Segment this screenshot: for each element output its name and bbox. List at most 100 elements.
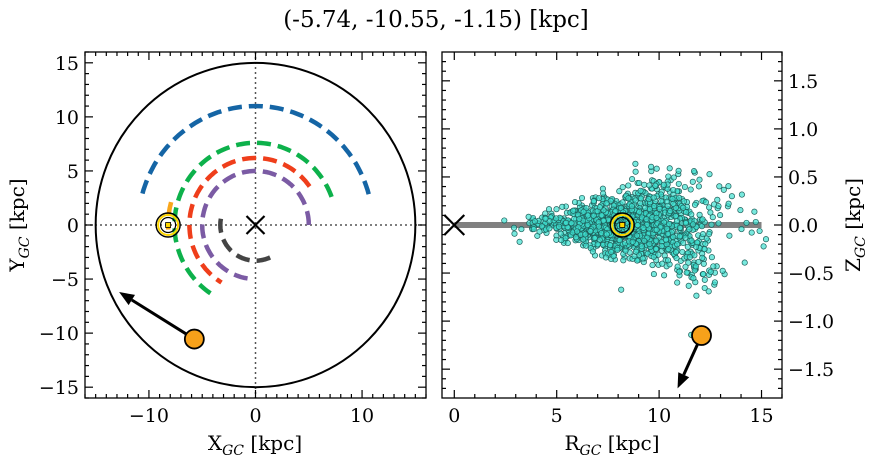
star-point bbox=[638, 195, 645, 202]
star-point bbox=[717, 212, 724, 219]
star-point bbox=[652, 182, 659, 189]
star-point bbox=[660, 181, 667, 188]
star-point bbox=[595, 223, 602, 230]
star-point bbox=[688, 237, 695, 244]
star-point bbox=[614, 246, 621, 253]
star-point bbox=[669, 195, 676, 202]
star-point bbox=[699, 231, 707, 238]
star-point bbox=[700, 271, 707, 278]
left-ylabel: YGC [kpc] bbox=[5, 178, 33, 272]
star-point bbox=[673, 218, 680, 225]
star-point bbox=[616, 237, 623, 244]
star-point bbox=[583, 242, 590, 249]
star-point bbox=[672, 213, 679, 220]
star-point bbox=[662, 236, 669, 243]
star-point bbox=[752, 218, 759, 226]
star-point bbox=[702, 240, 709, 247]
star-point bbox=[675, 180, 682, 187]
star-point bbox=[701, 284, 708, 292]
star-point bbox=[580, 208, 587, 215]
star-point bbox=[748, 229, 755, 236]
star-point bbox=[584, 221, 591, 229]
star-point bbox=[646, 182, 653, 189]
star-point bbox=[531, 218, 538, 225]
star-point bbox=[686, 254, 693, 261]
star-point bbox=[573, 234, 580, 241]
star-point bbox=[672, 249, 680, 256]
star-point bbox=[665, 246, 672, 253]
star-point bbox=[632, 197, 639, 204]
left-ytick-label: −10 bbox=[39, 323, 79, 345]
star-point bbox=[688, 211, 695, 218]
star-point bbox=[699, 254, 706, 261]
star-point bbox=[651, 203, 658, 210]
star-point bbox=[622, 247, 629, 254]
star-point bbox=[665, 173, 672, 180]
right-object-marker bbox=[691, 325, 712, 346]
star-point bbox=[708, 221, 715, 228]
star-point bbox=[675, 167, 682, 174]
star-point bbox=[530, 226, 537, 233]
star-point bbox=[607, 242, 614, 249]
star-point bbox=[620, 257, 627, 264]
star-point bbox=[650, 271, 657, 278]
star-point bbox=[714, 196, 721, 203]
star-point bbox=[674, 279, 681, 286]
star-point bbox=[634, 222, 641, 229]
star-point bbox=[619, 184, 626, 191]
star-point bbox=[628, 203, 635, 210]
star-point bbox=[633, 232, 640, 239]
star-point bbox=[625, 182, 632, 189]
star-point bbox=[511, 230, 518, 237]
star-point bbox=[629, 176, 636, 183]
star-point bbox=[661, 272, 668, 279]
star-point bbox=[705, 288, 712, 295]
star-point bbox=[670, 200, 677, 207]
star-point bbox=[676, 194, 683, 201]
star-point bbox=[682, 234, 689, 241]
star-point bbox=[536, 228, 543, 235]
left-plot-area bbox=[85, 52, 426, 398]
left-xtick-label: 10 bbox=[350, 405, 374, 427]
star-point bbox=[706, 204, 713, 211]
star-point bbox=[603, 231, 610, 238]
star-point bbox=[650, 253, 657, 261]
spiral-arm-6 bbox=[218, 218, 275, 263]
star-point bbox=[728, 193, 735, 200]
star-point bbox=[738, 226, 745, 233]
star-point bbox=[685, 259, 692, 266]
star-point bbox=[559, 203, 566, 210]
star-point bbox=[699, 216, 706, 223]
star-point bbox=[690, 275, 697, 282]
star-point bbox=[674, 263, 681, 270]
star-point bbox=[683, 209, 690, 216]
star-point bbox=[555, 223, 563, 230]
star-point bbox=[676, 268, 683, 275]
star-point bbox=[553, 215, 560, 222]
star-point bbox=[711, 279, 718, 286]
star-point bbox=[653, 214, 660, 221]
star-point bbox=[525, 213, 532, 220]
star-point bbox=[670, 186, 677, 194]
star-point bbox=[582, 231, 589, 238]
left-ticks: −10 0 10 −15 −10 −5 0 5 10 15 bbox=[39, 51, 427, 427]
star-point bbox=[696, 211, 703, 218]
right-sun-marker-inner bbox=[614, 216, 631, 234]
star-point bbox=[642, 204, 649, 211]
right-xtick-label: 0 bbox=[448, 405, 460, 427]
right-panel: 0 5 10 15 −1.5 −1.0 −0.5 0.0 0.5 1.0 1.5 RGC [kpc]… bbox=[441, 51, 869, 459]
left-ytick-label: 15 bbox=[55, 53, 79, 75]
star-point bbox=[743, 219, 750, 226]
star-point bbox=[646, 240, 653, 248]
star-point bbox=[708, 254, 715, 261]
spiral-arm-4 bbox=[187, 155, 312, 285]
right-ytick-label: −0.5 bbox=[788, 263, 834, 285]
right-ytick-label: −1.5 bbox=[788, 359, 834, 381]
star-point bbox=[570, 207, 577, 214]
left-ytick-label: 5 bbox=[67, 161, 79, 183]
star-point bbox=[709, 214, 716, 221]
star-point bbox=[603, 200, 610, 207]
star-point bbox=[710, 263, 717, 270]
star-point bbox=[645, 196, 652, 203]
star-point bbox=[553, 206, 560, 213]
